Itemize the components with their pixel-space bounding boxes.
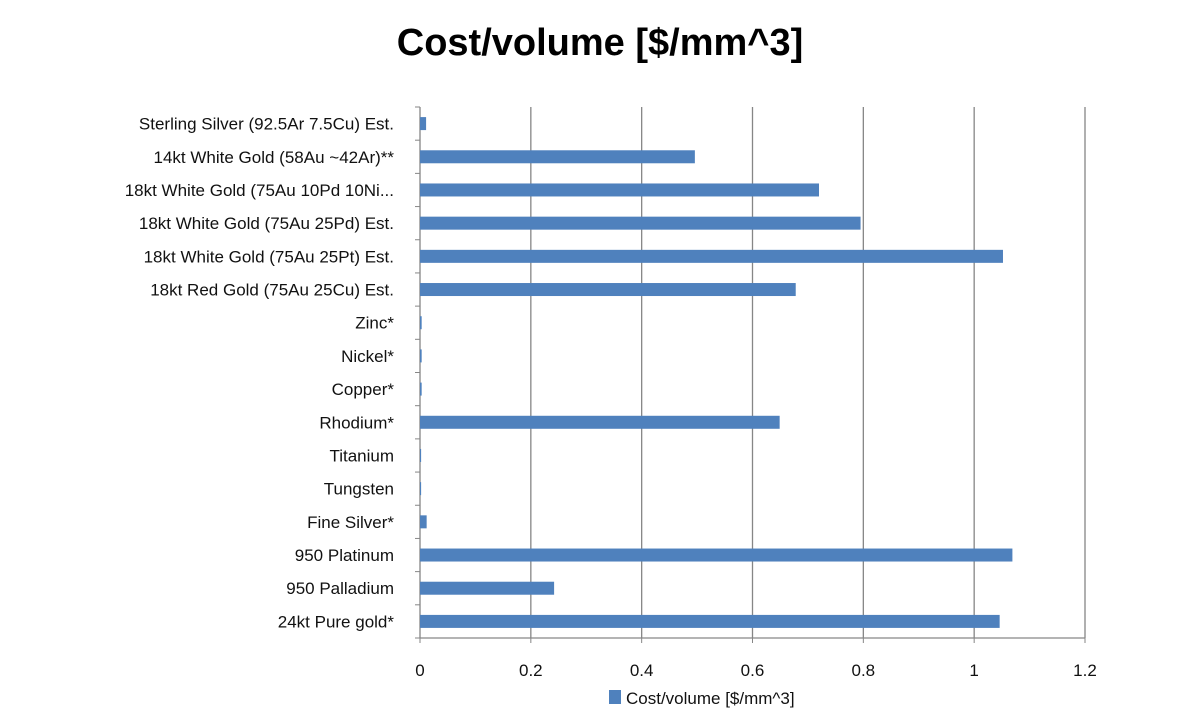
bar xyxy=(420,117,427,131)
category-label: 24kt Pure gold* xyxy=(278,612,395,631)
bar xyxy=(420,415,780,429)
x-tick-label: 1.2 xyxy=(1073,661,1097,680)
bar xyxy=(420,150,695,164)
category-label: Fine Silver* xyxy=(307,513,394,532)
x-tick-label: 0.6 xyxy=(741,661,765,680)
category-label: 18kt Red Gold (75Au 25Cu) Est. xyxy=(150,281,394,300)
category-label: 18kt White Gold (75Au 25Pt) Est. xyxy=(144,247,394,266)
category-label: 18kt White Gold (75Au 25Pd) Est. xyxy=(139,214,394,233)
category-label: Zinc* xyxy=(355,314,394,333)
bar xyxy=(420,448,422,462)
category-label: 950 Platinum xyxy=(295,546,394,565)
x-tick-label: 0 xyxy=(415,661,424,680)
legend-swatch xyxy=(609,690,621,704)
bar xyxy=(420,515,427,529)
bar xyxy=(420,382,422,396)
category-label: Nickel* xyxy=(341,347,394,366)
category-label: 14kt White Gold (58Au ~42Ar)** xyxy=(154,148,395,167)
x-tick-label: 0.2 xyxy=(519,661,543,680)
category-label: 950 Palladium xyxy=(286,579,394,598)
bar xyxy=(420,349,422,363)
bar xyxy=(420,482,422,496)
chart-title: Cost/volume [$/mm^3] xyxy=(396,22,804,64)
legend-label: Cost/volume [$/mm^3] xyxy=(626,689,795,708)
x-tick-label: 1 xyxy=(969,661,978,680)
category-label: Copper* xyxy=(332,380,395,399)
x-tick-label: 0.4 xyxy=(630,661,654,680)
x-tick-label: 0.8 xyxy=(852,661,876,680)
bar xyxy=(420,283,796,297)
bar xyxy=(420,183,819,197)
bar xyxy=(420,548,1013,562)
bar xyxy=(420,614,1000,628)
bar xyxy=(420,581,555,595)
category-label: 18kt White Gold (75Au 10Pd 10Ni... xyxy=(125,181,394,200)
bar xyxy=(420,249,1003,263)
category-label: Rhodium* xyxy=(319,413,394,432)
bar xyxy=(420,316,422,330)
category-label: Tungsten xyxy=(324,480,394,499)
category-label: Titanium xyxy=(329,446,394,465)
bar xyxy=(420,216,861,230)
category-label: Sterling Silver (92.5Ar 7.5Cu) Est. xyxy=(139,115,394,134)
